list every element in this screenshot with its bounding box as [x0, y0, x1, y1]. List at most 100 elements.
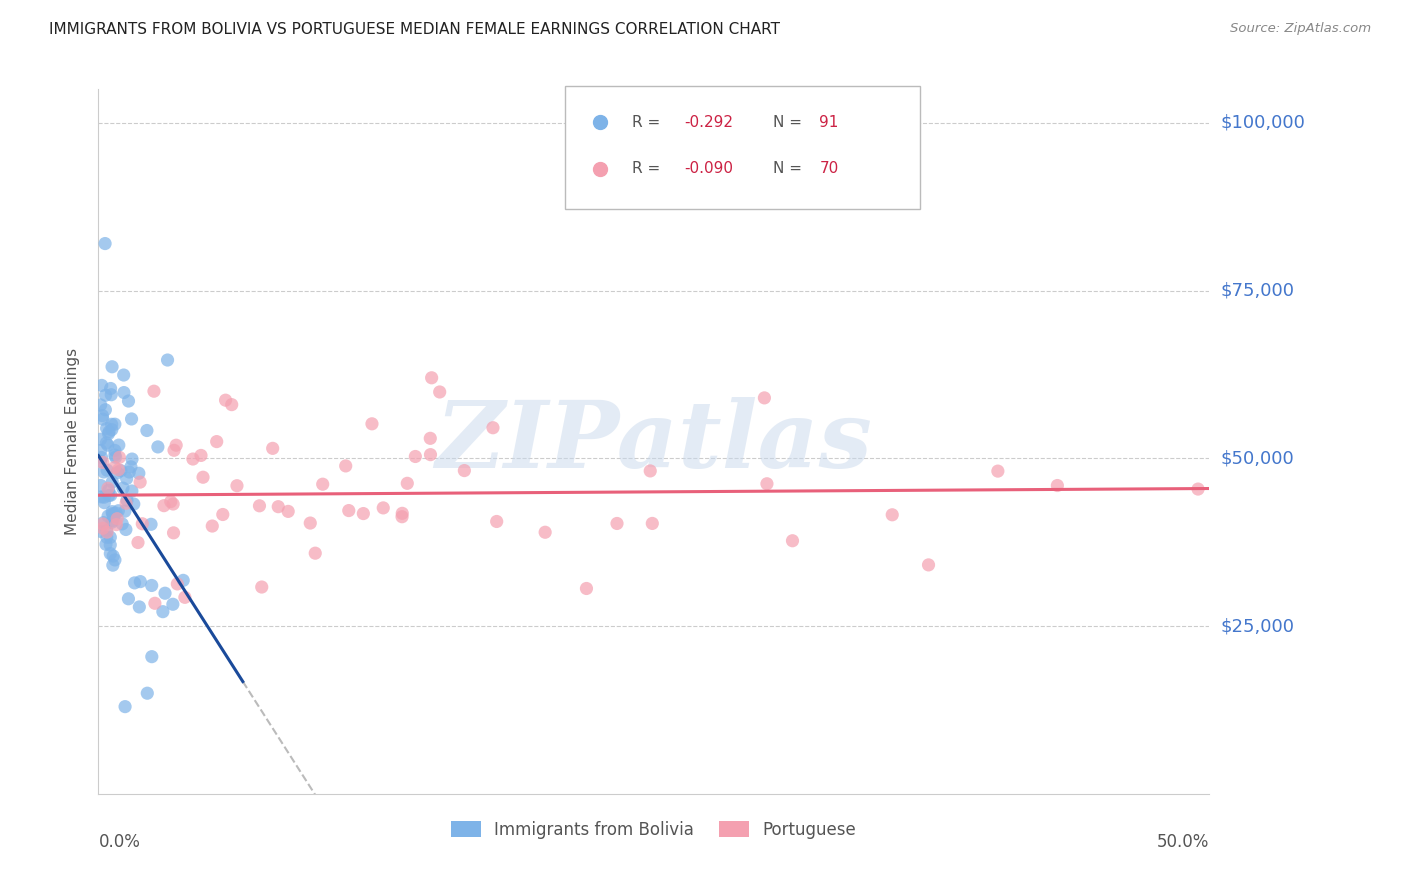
Point — [485, 515, 508, 529]
Point — [987, 464, 1010, 478]
FancyBboxPatch shape — [565, 86, 921, 209]
Point — [352, 507, 374, 521]
Point — [638, 464, 661, 478]
Point — [373, 500, 395, 515]
Point — [104, 448, 127, 462]
Point — [143, 596, 166, 610]
Point — [104, 450, 127, 465]
Text: 91: 91 — [820, 115, 838, 130]
Point — [115, 523, 138, 537]
Point — [120, 459, 142, 474]
Point — [249, 499, 271, 513]
Point — [121, 412, 143, 426]
Point — [91, 412, 114, 426]
Point — [96, 463, 118, 477]
Point — [105, 517, 128, 532]
Point — [391, 506, 413, 520]
Point — [93, 496, 115, 510]
Point — [396, 476, 419, 491]
Point — [97, 481, 120, 495]
Point — [143, 384, 166, 399]
Text: -0.090: -0.090 — [683, 161, 733, 177]
Point — [129, 574, 152, 589]
Point — [117, 591, 139, 606]
Y-axis label: Median Female Earnings: Median Female Earnings — [65, 348, 80, 535]
Point — [262, 442, 284, 456]
Point — [211, 508, 233, 522]
Point — [101, 359, 124, 374]
Text: 70: 70 — [820, 161, 838, 177]
Text: $50,000: $50,000 — [1220, 450, 1294, 467]
Point — [221, 398, 243, 412]
Point — [131, 516, 153, 531]
Point — [90, 450, 112, 465]
Point — [1046, 478, 1069, 492]
Point — [114, 504, 136, 518]
Point — [98, 425, 121, 439]
Point — [111, 481, 134, 495]
Point — [105, 466, 128, 480]
Point — [103, 508, 125, 522]
Point — [755, 476, 778, 491]
Point — [129, 475, 152, 489]
Point — [115, 472, 138, 486]
Point — [100, 388, 122, 402]
Point — [110, 464, 132, 478]
Point — [641, 516, 664, 531]
Point — [121, 452, 143, 467]
Point — [141, 578, 163, 592]
Point — [90, 524, 112, 539]
Point — [91, 516, 114, 531]
Point — [163, 443, 186, 458]
Point — [214, 393, 236, 408]
Point — [534, 525, 557, 540]
Point — [94, 537, 117, 551]
Point — [882, 508, 904, 522]
Point — [97, 483, 120, 498]
Point — [101, 516, 124, 530]
Point — [159, 494, 181, 508]
Point — [153, 586, 176, 600]
Point — [91, 455, 114, 469]
Point — [404, 450, 426, 464]
Point — [917, 558, 939, 572]
Text: R =: R = — [631, 115, 659, 130]
Point — [108, 450, 131, 465]
Point — [91, 521, 114, 535]
Point — [105, 512, 128, 526]
Point — [96, 530, 118, 544]
Point — [101, 423, 124, 437]
Point — [103, 460, 125, 475]
Point — [96, 436, 118, 450]
Point — [91, 409, 114, 423]
Point — [165, 438, 187, 452]
Point — [90, 443, 112, 458]
Point — [127, 535, 149, 549]
Point — [96, 524, 118, 538]
Point — [103, 507, 125, 521]
Point — [128, 467, 150, 481]
Point — [172, 574, 194, 588]
Point — [103, 509, 125, 524]
Point — [153, 499, 176, 513]
Point — [101, 507, 124, 521]
Point — [103, 549, 125, 563]
Point — [391, 509, 413, 524]
Point — [575, 582, 598, 596]
Point — [100, 382, 122, 396]
Point — [312, 477, 335, 491]
Point — [100, 488, 122, 502]
Point — [97, 489, 120, 503]
Point — [156, 353, 179, 368]
Point — [97, 426, 120, 441]
Point — [136, 686, 159, 700]
Point — [205, 434, 228, 449]
Text: $100,000: $100,000 — [1220, 114, 1305, 132]
Point — [162, 497, 184, 511]
Point — [191, 470, 214, 484]
Text: $75,000: $75,000 — [1220, 282, 1295, 300]
Point — [361, 417, 384, 431]
Point — [429, 384, 451, 399]
Point — [122, 497, 145, 511]
Point — [162, 597, 184, 611]
